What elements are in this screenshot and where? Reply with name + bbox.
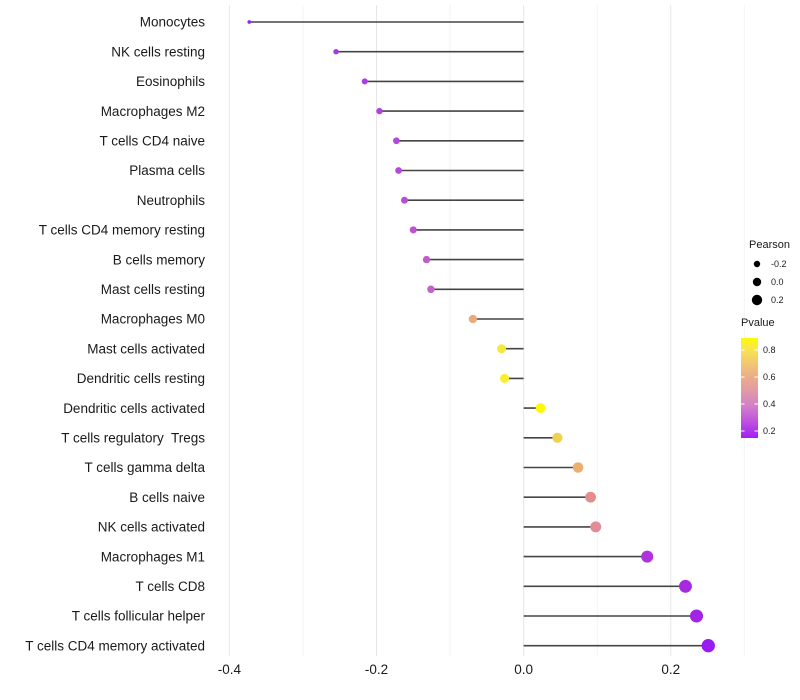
lollipop-dot — [679, 579, 692, 593]
colorbar-tick-label: 0.6 — [763, 372, 776, 382]
y-axis-category-label: B cells naive — [129, 490, 205, 505]
size-legend-dot — [753, 260, 761, 268]
lollipop-dot — [701, 639, 715, 653]
y-axis-category-label: Macrophages M0 — [101, 312, 205, 327]
y-axis-category-label: T cells gamma delta — [84, 460, 205, 475]
y-axis-category-label: NK cells activated — [98, 520, 205, 535]
y-axis-category-label: Neutrophils — [137, 193, 206, 208]
y-axis-category-label: B cells memory — [113, 252, 206, 267]
y-axis-category-label: Macrophages M1 — [101, 549, 205, 564]
colorbar-tick-label: 0.2 — [763, 426, 776, 436]
x-axis-tick-label: 0.0 — [514, 662, 533, 677]
size-legend-dot — [752, 277, 762, 287]
x-axis-tick-label: 0.2 — [661, 662, 680, 677]
y-axis-category-label: T cells CD4 naive — [99, 134, 205, 149]
y-axis-category-label: Mast cells activated — [87, 341, 205, 356]
y-axis-category-label: Monocytes — [140, 15, 206, 30]
lollipop-dot — [535, 403, 546, 413]
lollipop-dot — [590, 521, 602, 533]
size-legend-title: Pearson — [749, 239, 790, 251]
y-axis-category-label: T cells CD8 — [135, 579, 205, 594]
lollipop-dot — [497, 344, 507, 354]
y-axis-category-label: NK cells resting — [111, 44, 205, 59]
lollipop-dot — [401, 196, 408, 204]
x-axis-tick-label: -0.2 — [365, 662, 388, 677]
y-axis-category-label: Plasma cells — [129, 163, 205, 178]
lollipop-dot — [689, 609, 704, 623]
lollipop-dot — [422, 255, 431, 264]
lollipop-dot — [361, 78, 368, 85]
size-legend-label: -0.2 — [771, 259, 787, 269]
lollipop-dot — [468, 314, 478, 324]
colorbar-tick-label: 0.4 — [763, 399, 776, 409]
size-legend-label: 0.2 — [771, 295, 784, 305]
colorbar-gradient — [741, 338, 758, 438]
lollipop-dot — [427, 285, 435, 294]
lollipop-dot — [585, 491, 596, 503]
y-axis-category-label: Eosinophils — [136, 74, 205, 89]
lollipop-dot — [641, 550, 654, 563]
size-legend-label: 0.0 — [771, 277, 784, 287]
lollipop-dot — [247, 20, 252, 24]
y-axis-category-label: T cells regulatory Tregs — [61, 431, 205, 446]
lollipop-dot — [572, 462, 584, 473]
lollipop-dot — [395, 167, 402, 174]
y-axis-category-label: T cells CD4 memory activated — [25, 638, 205, 653]
lollipop-dot — [376, 107, 383, 115]
y-axis-category-label: Macrophages M2 — [101, 104, 205, 119]
x-axis-tick-label: -0.4 — [218, 662, 242, 677]
colorbar-tick-label: 0.8 — [763, 345, 776, 355]
lollipop-dot — [333, 48, 339, 55]
lollipop-dot — [409, 226, 417, 234]
y-axis-category-label: Mast cells resting — [101, 282, 205, 297]
y-axis-category-label: Dendritic cells activated — [63, 401, 205, 416]
y-axis-category-label: T cells follicular helper — [72, 609, 206, 624]
lollipop-dot — [500, 373, 510, 383]
lollipop-dot — [393, 137, 400, 145]
lollipop-dot — [552, 432, 563, 443]
y-axis-category-label: Dendritic cells resting — [77, 371, 205, 386]
size-legend-dot — [751, 294, 763, 306]
colorbar-legend-title: Pvalue — [741, 317, 775, 329]
y-axis-category-label: T cells CD4 memory resting — [39, 223, 205, 238]
